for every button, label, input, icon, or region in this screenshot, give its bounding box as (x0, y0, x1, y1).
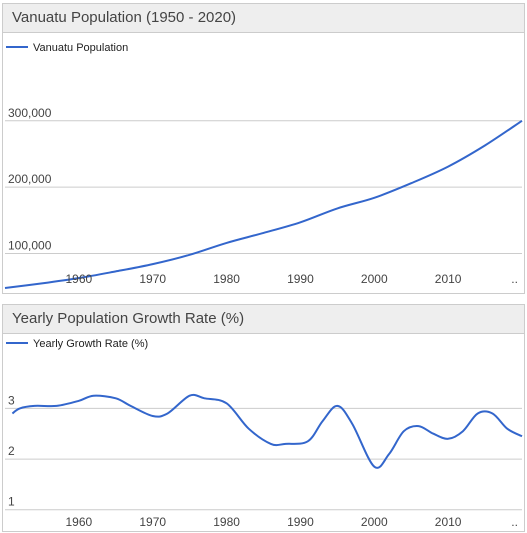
x-tick-label: 1990 (287, 272, 314, 286)
series-line (11, 393, 523, 469)
y-tick-label: 2 (8, 444, 15, 458)
x-tick-label: 1980 (213, 515, 240, 529)
legend-label: Yearly Growth Rate (%) (33, 338, 148, 350)
x-tick-label: 1990 (287, 515, 314, 529)
chart-title: Vanuatu Population (1950 - 2020) (3, 4, 524, 33)
y-tick-label: 100,000 (8, 239, 52, 253)
x-tick-label: .. (511, 515, 518, 529)
x-tick-label: 1960 (66, 515, 93, 529)
x-tick-label: 1960 (66, 272, 93, 286)
legend-label: Vanuatu Population (33, 42, 128, 54)
x-tick-label: 1970 (139, 515, 166, 529)
x-tick-label: 1970 (139, 272, 166, 286)
population-chart-panel: Vanuatu Population (1950 - 2020) 100,000… (2, 3, 525, 294)
x-tick-label: 2000 (361, 515, 388, 529)
population-chart: 100,000 200,000 300,000 Vanuatu Population 1… (4, 42, 523, 289)
y-tick-label: 300,000 (8, 106, 52, 120)
y-tick-label: 1 (8, 495, 15, 509)
series-line (4, 119, 523, 289)
x-tick-label: .. (511, 272, 518, 286)
x-tick-label: 1980 (213, 272, 240, 286)
y-tick-label: 200,000 (8, 172, 52, 186)
growth-rate-chart-panel: Yearly Population Growth Rate (%) 1 2 3 Yea… (2, 304, 525, 532)
growth-rate-chart: 1 2 3 Yearly Growth Rate (%) 1960 1970 1980 199… (5, 338, 523, 529)
x-tick-label: 2010 (435, 515, 462, 529)
x-tick-label: 2000 (361, 272, 388, 286)
chart-title: Yearly Population Growth Rate (%) (3, 305, 524, 334)
x-tick-label: 2010 (435, 272, 462, 286)
y-tick-label: 3 (8, 393, 15, 407)
